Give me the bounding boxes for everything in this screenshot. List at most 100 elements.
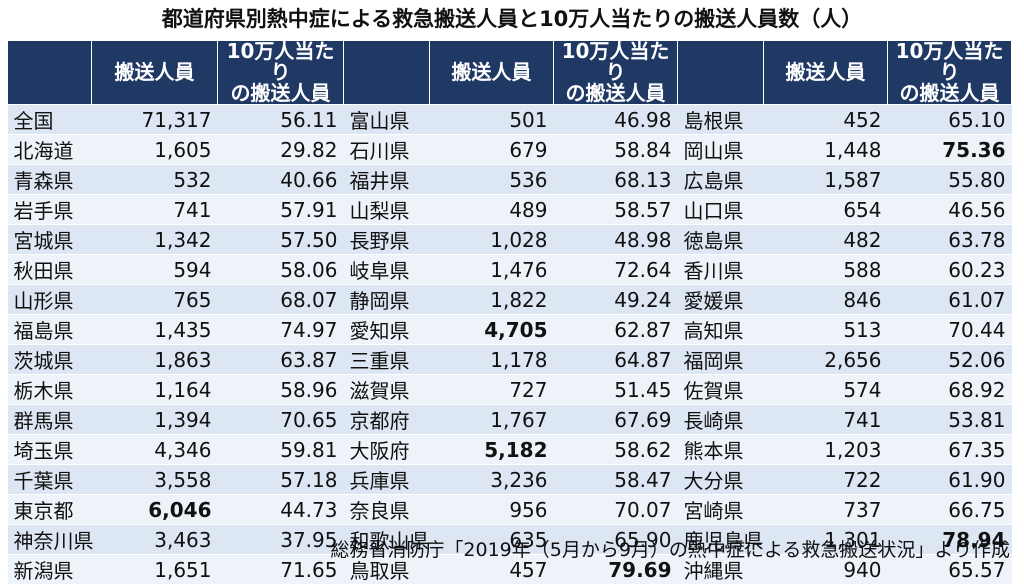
prefecture-name: 大分県 xyxy=(677,464,764,495)
transported-count: 1,605 xyxy=(91,134,218,165)
table-row: 千葉県 3,558 57.18 兵庫県 3,236 58.47 大分県 722 61.90 xyxy=(7,464,1012,495)
header-blank xyxy=(7,40,92,105)
transported-count: 1,164 xyxy=(91,374,218,405)
rate-per-100k: 37.95 xyxy=(217,524,344,555)
header-row: 搬送人員 10万人当たり の搬送人員 搬送人員 10万人当たり の搬送人員 搬送人員… xyxy=(7,40,1012,105)
transported-count: 588 xyxy=(763,254,888,285)
prefecture-name: 福島県 xyxy=(7,314,92,345)
prefecture-name: 千葉県 xyxy=(7,464,92,495)
rate-per-100k: 78.94 xyxy=(887,524,1012,555)
prefecture-name: 高知県 xyxy=(677,314,764,345)
table-row: 群馬県 1,394 70.65 京都府 1,767 67.69 長崎県 741 53.81 xyxy=(7,404,1012,435)
rate-per-100k: 67.35 xyxy=(887,434,1012,465)
table-row: 秋田県 594 58.06 岐阜県 1,476 72.64 香川県 588 60.23 xyxy=(7,254,1012,285)
transported-count: 1,301 xyxy=(763,524,888,555)
prefecture-name: 栃木県 xyxy=(7,374,92,405)
rate-per-100k: 61.90 xyxy=(887,464,1012,495)
rate-per-100k: 59.81 xyxy=(217,434,344,465)
rate-per-100k: 70.65 xyxy=(217,404,344,435)
rate-per-100k: 71.65 xyxy=(217,554,344,585)
prefecture-name: 大阪府 xyxy=(343,434,430,465)
prefecture-name: 徳島県 xyxy=(677,224,764,255)
prefecture-name: 宮城県 xyxy=(7,224,92,255)
prefecture-name: 山口県 xyxy=(677,194,764,225)
rate-per-100k: 46.56 xyxy=(887,194,1012,225)
rate-per-100k: 29.82 xyxy=(217,134,344,165)
transported-count: 3,558 xyxy=(91,464,218,495)
data-table: 搬送人員 10万人当たり の搬送人員 搬送人員 10万人当たり の搬送人員 搬送人員… xyxy=(7,40,1012,585)
transported-count: 536 xyxy=(429,164,554,195)
rate-per-100k: 57.91 xyxy=(217,194,344,225)
rate-per-100k: 61.07 xyxy=(887,284,1012,315)
rate-per-100k: 46.98 xyxy=(553,104,678,135)
transported-count: 1,822 xyxy=(429,284,554,315)
table-row: 全国 71,317 56.11 富山県 501 46.98 島根県 452 65.10 xyxy=(7,104,1012,135)
transported-count: 1,767 xyxy=(429,404,554,435)
rate-per-100k: 63.78 xyxy=(887,224,1012,255)
rate-per-100k: 58.57 xyxy=(553,194,678,225)
transported-count: 635 xyxy=(429,524,554,555)
prefecture-name: 青森県 xyxy=(7,164,92,195)
table-row: 福島県 1,435 74.97 愛知県 4,705 62.87 高知県 513 70.44 xyxy=(7,314,1012,345)
table-row: 岩手県 741 57.91 山梨県 489 58.57 山口県 654 46.56 xyxy=(7,194,1012,225)
rate-per-100k: 55.80 xyxy=(887,164,1012,195)
prefecture-name: 兵庫県 xyxy=(343,464,430,495)
prefecture-name: 佐賀県 xyxy=(677,374,764,405)
transported-count: 1,587 xyxy=(763,164,888,195)
transported-count: 1,203 xyxy=(763,434,888,465)
prefecture-name: 静岡県 xyxy=(343,284,430,315)
rate-per-100k: 66.75 xyxy=(887,494,1012,525)
transported-count: 489 xyxy=(429,194,554,225)
rate-per-100k: 48.98 xyxy=(553,224,678,255)
table-row: 青森県 532 40.66 福井県 536 68.13 広島県 1,587 55.80 xyxy=(7,164,1012,195)
table-row: 北海道 1,605 29.82 石川県 679 58.84 岡山県 1,448 75.36 xyxy=(7,134,1012,165)
transported-count: 1,394 xyxy=(91,404,218,435)
transported-count: 452 xyxy=(763,104,888,135)
prefecture-name: 福井県 xyxy=(343,164,430,195)
transported-count: 654 xyxy=(763,194,888,225)
rate-per-100k: 58.62 xyxy=(553,434,678,465)
rate-per-100k: 70.07 xyxy=(553,494,678,525)
rate-per-100k: 52.06 xyxy=(887,344,1012,375)
transported-count: 741 xyxy=(763,404,888,435)
prefecture-name: 滋賀県 xyxy=(343,374,430,405)
prefecture-name: 鹿児島県 xyxy=(677,524,764,555)
rate-per-100k: 51.45 xyxy=(553,374,678,405)
prefecture-name: 熊本県 xyxy=(677,434,764,465)
prefecture-name: 京都府 xyxy=(343,404,430,435)
transported-count: 532 xyxy=(91,164,218,195)
header-transported: 搬送人員 xyxy=(429,40,554,105)
prefecture-name: 山形県 xyxy=(7,284,92,315)
rate-per-100k: 40.66 xyxy=(217,164,344,195)
transported-count: 3,463 xyxy=(91,524,218,555)
prefecture-name: 新潟県 xyxy=(7,554,92,585)
table-row: 山形県 765 68.07 静岡県 1,822 49.24 愛媛県 846 61.07 xyxy=(7,284,1012,315)
prefecture-name: 神奈川県 xyxy=(7,524,94,555)
prefecture-name: 三重県 xyxy=(343,344,430,375)
prefecture-name: 和歌山県 xyxy=(343,524,430,555)
prefecture-name: 岡山県 xyxy=(677,134,764,165)
transported-count: 1,448 xyxy=(763,134,888,165)
header-per100k: 10万人当たり の搬送人員 xyxy=(553,40,678,105)
transported-count: 501 xyxy=(429,104,554,135)
prefecture-name: 長野県 xyxy=(343,224,430,255)
rate-per-100k: 65.10 xyxy=(887,104,1012,135)
transported-count: 1,028 xyxy=(429,224,554,255)
rate-per-100k: 58.06 xyxy=(217,254,344,285)
transported-count: 1,178 xyxy=(429,344,554,375)
transported-count: 722 xyxy=(763,464,888,495)
transported-count: 1,435 xyxy=(91,314,218,345)
prefecture-name: 長崎県 xyxy=(677,404,764,435)
rate-per-100k: 72.64 xyxy=(553,254,678,285)
prefecture-name: 島根県 xyxy=(677,104,764,135)
rate-per-100k: 65.90 xyxy=(553,524,678,555)
transported-count: 1,651 xyxy=(91,554,218,585)
transported-count: 956 xyxy=(429,494,554,525)
rate-per-100k: 58.47 xyxy=(553,464,678,495)
header-per100k: 10万人当たり の搬送人員 xyxy=(217,40,344,105)
header-blank xyxy=(677,40,764,105)
transported-count: 6,046 xyxy=(91,494,218,525)
rate-per-100k: 63.87 xyxy=(217,344,344,375)
prefecture-name: 岐阜県 xyxy=(343,254,430,285)
rate-per-100k: 64.87 xyxy=(553,344,678,375)
